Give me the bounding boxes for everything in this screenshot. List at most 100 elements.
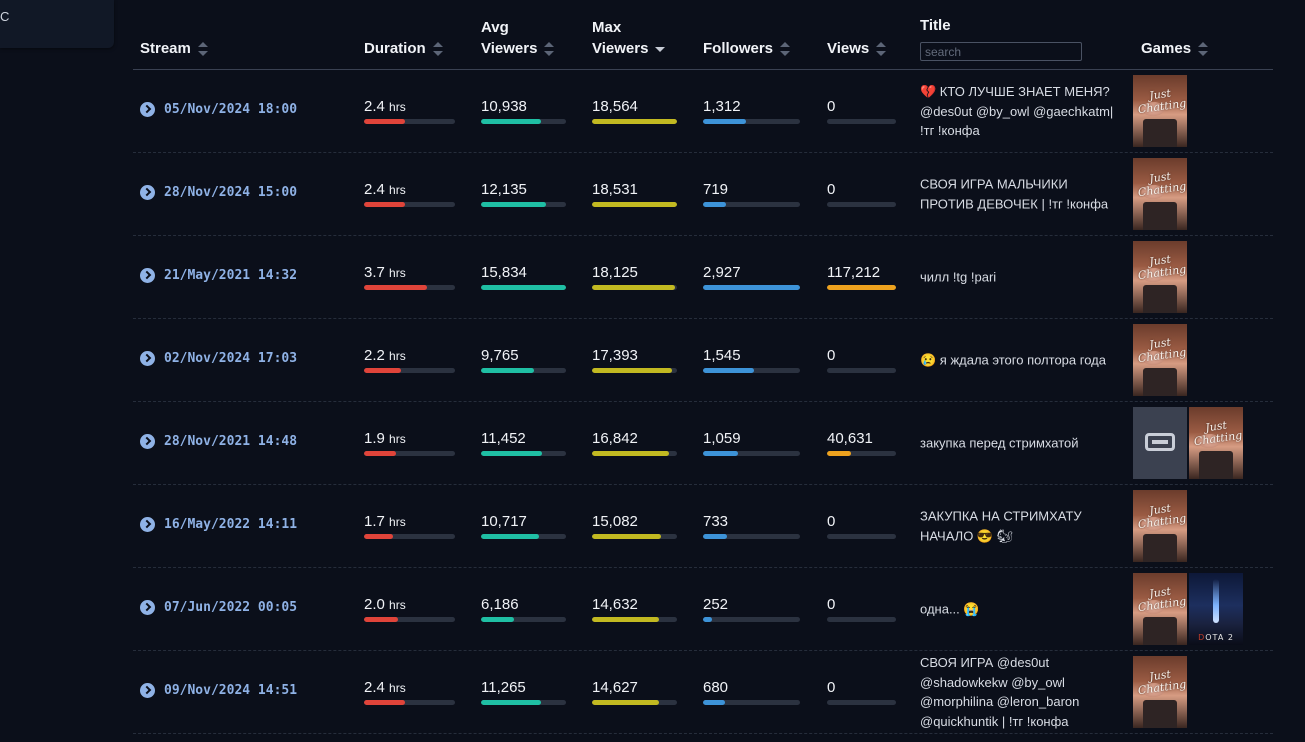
just-chatting-thumbnail[interactable]: Just Chatting [1133, 241, 1187, 313]
max-bar-fill [592, 285, 675, 290]
duration-cell: 1.7 hrs [364, 513, 455, 539]
duration-cell: 2.4 hrs [364, 679, 455, 705]
column-duration[interactable]: Duration [364, 38, 443, 59]
table-row[interactable]: 09/Nov/2024 14:51 2.4 hrs 11,265 14,627 … [133, 651, 1273, 734]
stream-title: СВОЯ ИГРА МАЛЬЧИКИ ПРОТИВ ДЕВОЧЕК | !тг … [920, 176, 1109, 212]
table-header: Stream Duration Avg Viewers Max Viewers Fo… [133, 0, 1273, 70]
max-number: 16,842 [592, 430, 638, 447]
stream-link[interactable]: 07/Jun/2022 00:05 [140, 600, 297, 615]
table-row[interactable]: 28/Nov/2024 15:00 2.4 hrs 12,135 18,531 … [133, 153, 1273, 236]
avg-cell: 11,452 [481, 430, 566, 456]
views-value: 0 [827, 596, 896, 615]
table-row[interactable]: 16/May/2022 14:11 1.7 hrs 10,717 15,082 … [133, 485, 1273, 568]
views-cell: 0 [827, 98, 896, 124]
table-row[interactable]: 05/Nov/2024 18:00 2.4 hrs 10,938 18,564 … [133, 70, 1273, 153]
just-chatting-thumbnail[interactable]: Just Chatting [1189, 407, 1243, 479]
column-views[interactable]: Views [827, 38, 887, 59]
games-cell: Just Chatting [1133, 324, 1187, 396]
mug-shape [1143, 617, 1177, 645]
duration-value: 2.4 hrs [364, 181, 455, 200]
chevron-right-circle-icon [140, 434, 155, 449]
dota-2-logo-text: OTA 2 [1205, 633, 1234, 642]
just-chatting-thumbnail[interactable]: Just Chatting [1133, 490, 1187, 562]
followers-value: 1,545 [703, 347, 800, 366]
duration-unit: hrs [389, 432, 406, 446]
avg-bar [481, 202, 566, 207]
chevron-right-circle-icon [140, 683, 155, 698]
avg-bar-fill [481, 700, 542, 705]
avg-bar-fill [481, 202, 547, 207]
mug-shape [1143, 700, 1177, 728]
just-chatting-thumbnail[interactable]: Just Chatting [1133, 158, 1187, 230]
title-search-input[interactable] [920, 42, 1082, 61]
sort-desc-icon [655, 42, 666, 56]
sort-icon [197, 42, 208, 56]
duration-bar [364, 451, 455, 456]
views-bar [827, 534, 896, 539]
column-followers-label: Followers [703, 40, 774, 57]
duration-value: 1.9 hrs [364, 430, 455, 449]
avg-number: 11,452 [481, 430, 526, 447]
stream-link[interactable]: 02/Nov/2024 17:03 [140, 351, 297, 366]
followers-value: 252 [703, 596, 800, 615]
views-bar [827, 451, 896, 456]
duration-value: 2.4 hrs [364, 98, 455, 117]
duration-number: 2.4 [364, 98, 385, 115]
dota-2-text: DOTA 2 [1191, 633, 1241, 642]
max-value: 15,082 [592, 513, 677, 532]
just-chatting-thumbnail[interactable]: Just Chatting [1133, 75, 1187, 147]
table-row[interactable]: 28/Nov/2021 14:48 1.9 hrs 11,452 16,842 … [133, 402, 1273, 485]
sidebar-stub[interactable]: C [0, 0, 114, 48]
column-stream[interactable]: Stream [140, 38, 208, 59]
views-bar [827, 119, 896, 124]
stream-link[interactable]: 16/May/2022 14:11 [140, 517, 297, 532]
just-chatting-thumbnail[interactable]: Just Chatting [1133, 324, 1187, 396]
views-cell: 0 [827, 596, 896, 622]
followers-bar [703, 534, 800, 539]
stream-link[interactable]: 09/Nov/2024 14:51 [140, 683, 297, 698]
stream-title: СВОЯ ИГРА @des0ut @shadowkekw @by_owl @m… [920, 655, 1080, 729]
stream-link[interactable]: 28/Nov/2024 15:00 [140, 185, 297, 200]
views-value: 40,631 [827, 430, 896, 449]
table-row[interactable]: 21/May/2021 14:32 3.7 hrs 15,834 18,125 … [133, 236, 1273, 319]
duration-number: 2.4 [364, 181, 385, 198]
duration-cell: 2.2 hrs [364, 347, 455, 373]
max-cell: 16,842 [592, 430, 677, 456]
column-games-label: Games [1141, 40, 1192, 57]
unknown-game-thumbnail[interactable] [1133, 407, 1187, 479]
stream-link[interactable]: 28/Nov/2021 14:48 [140, 434, 297, 449]
just-chatting-text: Just Chatting [1137, 335, 1187, 366]
max-cell: 15,082 [592, 513, 677, 539]
followers-value: 680 [703, 679, 800, 698]
stream-link[interactable]: 21/May/2021 14:32 [140, 268, 297, 283]
dota-2-thumbnail[interactable]: DOTA 2 [1189, 573, 1243, 645]
column-title-label: Title [920, 17, 951, 34]
games-cell: Just Chatting [1133, 158, 1187, 230]
table-row[interactable]: 02/Nov/2024 17:03 2.2 hrs 9,765 17,393 1… [133, 319, 1273, 402]
just-chatting-thumbnail[interactable]: Just Chatting [1133, 656, 1187, 728]
max-bar [592, 202, 677, 207]
just-chatting-text: Just Chatting [1137, 86, 1187, 117]
column-followers[interactable]: Followers [703, 38, 791, 59]
max-bar-fill [592, 451, 670, 456]
views-bar [827, 368, 896, 373]
column-avg-viewers[interactable]: Avg Viewers [481, 17, 555, 59]
max-number: 15,082 [592, 513, 638, 530]
max-bar-fill [592, 119, 677, 124]
table-row[interactable]: 07/Jun/2022 00:05 2.0 hrs 6,186 14,632 2… [133, 568, 1273, 651]
followers-cell: 1,059 [703, 430, 800, 456]
stream-link[interactable]: 05/Nov/2024 18:00 [140, 102, 297, 117]
column-views-label: Views [827, 40, 870, 57]
avg-bar-fill [481, 451, 543, 456]
games-cell: Just Chatting [1133, 241, 1187, 313]
max-value: 18,125 [592, 264, 677, 283]
avg-cell: 15,834 [481, 264, 566, 290]
avg-bar [481, 617, 566, 622]
chevron-right-circle-icon [140, 517, 155, 532]
just-chatting-thumbnail[interactable]: Just Chatting [1133, 573, 1187, 645]
max-bar [592, 451, 677, 456]
column-games[interactable]: Games [1141, 38, 1209, 59]
avg-bar [481, 451, 566, 456]
avg-bar-fill [481, 617, 515, 622]
column-max-viewers[interactable]: Max Viewers [592, 17, 666, 59]
